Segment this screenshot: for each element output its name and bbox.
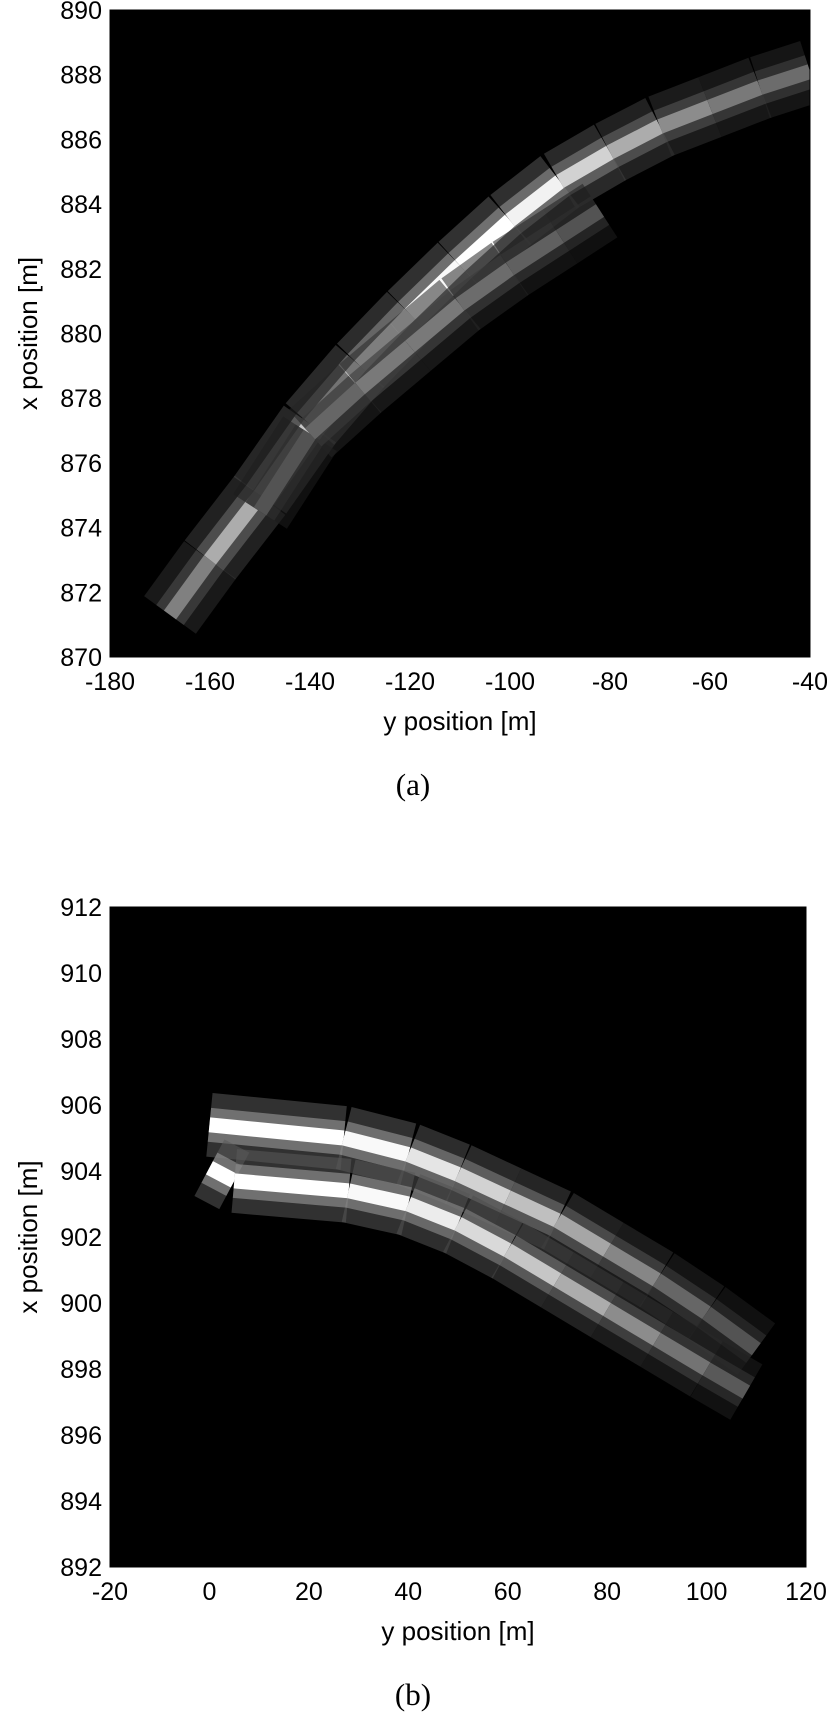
series-0-segment <box>556 145 614 188</box>
y-tick-label: 898 <box>60 1356 102 1384</box>
series-0-segment <box>505 175 565 227</box>
y-tick-label: 892 <box>60 1554 102 1582</box>
y-tick-label: 882 <box>60 256 102 284</box>
figure-caption: (b) <box>395 1677 431 1712</box>
y-axis-label: x position [m] <box>13 257 43 410</box>
x-tick-label: 60 <box>494 1578 522 1606</box>
series-1-segment <box>702 1362 751 1399</box>
x-tick-label: 40 <box>394 1578 422 1606</box>
series-0-segment <box>707 80 763 115</box>
x-tick-label: -40 <box>792 668 827 696</box>
series-1-segment <box>347 1183 410 1212</box>
x-tick-label: -100 <box>485 668 535 696</box>
x-tick-label: 20 <box>295 1578 323 1606</box>
series-0-segment <box>606 119 664 160</box>
series-0-segment <box>208 1117 345 1146</box>
series-0-segment <box>163 555 217 620</box>
series-1-segment <box>553 1273 611 1317</box>
series-1-segment <box>455 262 515 311</box>
x-tick-label: -120 <box>385 668 435 696</box>
y-axis-label: x position [m] <box>13 1160 43 1313</box>
y-tick-label: 894 <box>60 1488 102 1516</box>
x-tick-label: -160 <box>185 668 235 696</box>
y-tick-label: 888 <box>60 62 102 90</box>
x-tick-label: 0 <box>202 1578 216 1606</box>
x-tick-label: -60 <box>692 668 728 696</box>
x-axis-label: y position [m] <box>383 706 536 736</box>
plot-area <box>144 41 810 634</box>
series-1-segment <box>555 204 605 243</box>
series-0-segment <box>657 100 713 134</box>
series-1-segment <box>233 1173 350 1199</box>
series-1-segment <box>405 1197 461 1231</box>
series-1-segment <box>603 1303 661 1346</box>
x-tick-label: 80 <box>593 1578 621 1606</box>
series-0-segment <box>553 1214 611 1257</box>
y-tick-label: 890 <box>60 0 102 25</box>
y-tick-label: 900 <box>60 1290 102 1318</box>
series-0-segment <box>652 1273 711 1320</box>
series-0-segment <box>603 1243 661 1287</box>
x-tick-label: 100 <box>686 1578 728 1606</box>
series-0-segment <box>454 214 516 272</box>
series-1-segment <box>454 1217 512 1257</box>
series-0-segment <box>757 64 810 95</box>
series-1-segment <box>505 230 565 276</box>
y-tick-label: 902 <box>60 1224 102 1252</box>
series-0-segment <box>702 1306 761 1356</box>
y-tick-label: 878 <box>60 385 102 413</box>
series-0-segment <box>504 1190 561 1228</box>
chart-b: -20 0 20 40 60 80 100 120 892 894 896 898 900 902 904 9… <box>13 894 827 1712</box>
chart-a: -180 -160 -140 -120 -100 -80 -60 -40 870 872 874 87… <box>13 0 827 802</box>
x-tick-label: -180 <box>85 668 135 696</box>
series-0-segment <box>454 1167 511 1205</box>
plot-area <box>194 1092 776 1420</box>
y-tick-label: 886 <box>60 126 102 154</box>
y-tick-label: 904 <box>60 1158 102 1186</box>
series-1-segment <box>304 382 366 440</box>
series-1-segment <box>205 1161 238 1188</box>
series-1-segment <box>253 429 317 516</box>
x-tick-label: -80 <box>592 668 628 696</box>
y-tick-label: 874 <box>60 515 102 543</box>
y-tick-label: 876 <box>60 450 102 478</box>
y-tick-label: 884 <box>60 191 102 219</box>
y-tick-label: 912 <box>60 894 102 922</box>
series-1-segment <box>653 1332 711 1376</box>
y-tick-label: 872 <box>60 579 102 607</box>
series-0-segment <box>341 1130 411 1162</box>
series-1-segment <box>405 298 465 353</box>
y-tick-label: 870 <box>60 644 102 672</box>
plot-frame <box>109 9 811 658</box>
series-0-segment <box>405 1147 461 1182</box>
y-tick-label: 896 <box>60 1422 102 1450</box>
series-1-segment <box>503 1243 562 1287</box>
y-tick-label: 880 <box>60 321 102 349</box>
x-tick-label: -140 <box>285 668 335 696</box>
x-axis-label: y position [m] <box>381 1616 534 1646</box>
plot-frame <box>109 906 807 1568</box>
y-tick-label: 910 <box>60 960 102 988</box>
x-tick-label: 120 <box>785 1578 827 1606</box>
figure-caption: (a) <box>396 767 430 802</box>
series-1-segment <box>355 340 415 395</box>
x-tick-label: -20 <box>92 1578 128 1606</box>
y-tick-label: 906 <box>60 1092 102 1120</box>
y-tick-label: 908 <box>60 1026 102 1054</box>
